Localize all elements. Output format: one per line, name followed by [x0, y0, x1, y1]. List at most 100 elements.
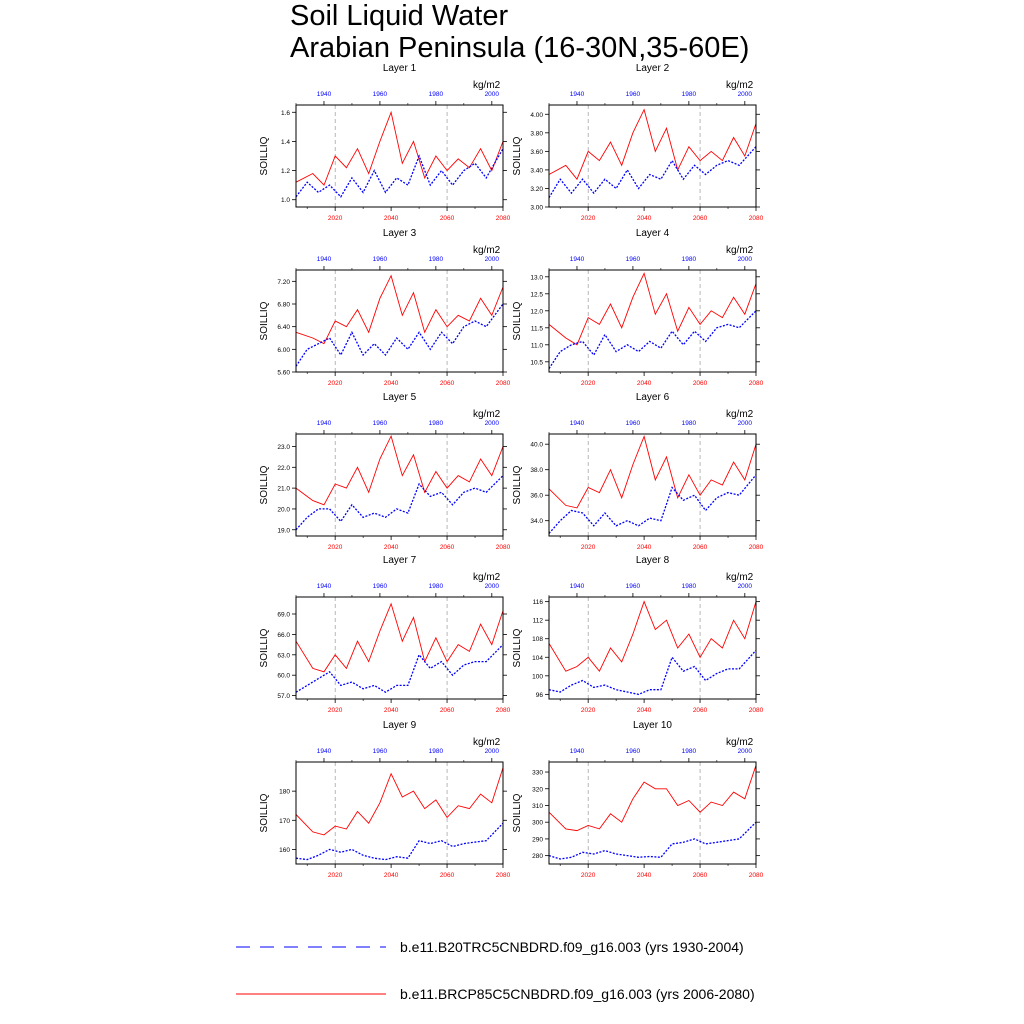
chart-panel-layer-9: Layer 9 kg/m2 SOILLIQ 160 170 180 2020 2040 2060… — [259, 720, 511, 879]
y-tick-label: 4.00 — [530, 112, 543, 119]
series-line-historical — [548, 474, 757, 534]
plot-frame — [295, 596, 504, 700]
x-tick-label-bottom: 2060 — [693, 707, 708, 714]
panel-title: Layer 10 — [633, 720, 672, 731]
x-tick-label-top: 1980 — [682, 583, 697, 590]
x-tick-label-top: 2000 — [738, 583, 753, 590]
y-tick-label: 280 — [532, 853, 543, 860]
x-tick-label-bottom: 2020 — [581, 707, 596, 714]
x-tick-label-top: 1960 — [626, 420, 641, 427]
chart-panel-layer-4: Layer 4 kg/m2 SOILLIQ 10.5 11.0 11.5 12.0 12.5 1… — [512, 228, 764, 387]
panel-title: Layer 3 — [383, 228, 417, 239]
y-tick-label: 69.0 — [277, 612, 290, 619]
chart-panels: Layer 1 kg/m2 SOILLIQ 1.0 1.2 1.4 1.6 2020 2040 2… — [259, 63, 764, 879]
plot-frame — [548, 596, 757, 700]
y-tick-label: 23.0 — [277, 444, 290, 451]
y-tick-label: 290 — [532, 836, 543, 843]
series-line-future — [548, 272, 757, 346]
y-axis-label: SOILLIQ — [512, 793, 523, 832]
series-line-historical — [295, 148, 504, 198]
units-label: kg/m2 — [473, 245, 501, 256]
legend-item-future: b.e11.BRCP85C5CNBDRD.f09_g16.003 (yrs 20… — [236, 984, 796, 1008]
x-tick-label-bottom: 2040 — [637, 544, 652, 551]
y-tick-label: 3.20 — [530, 186, 543, 193]
y-tick-label: 300 — [532, 820, 543, 827]
chart-panel-layer-6: Layer 6 kg/m2 SOILLIQ 34.0 36.0 38.0 40.0 2020 2… — [512, 392, 764, 551]
y-tick-label: 13.0 — [530, 274, 543, 281]
series-line-historical — [295, 475, 504, 531]
x-tick-label-bottom: 2060 — [440, 215, 455, 222]
plot-frame — [295, 433, 504, 537]
panel-title: Layer 6 — [636, 392, 670, 403]
y-tick-label: 1.4 — [281, 139, 290, 146]
x-tick-label-bottom: 2060 — [440, 544, 455, 551]
y-tick-label: 66.0 — [277, 632, 290, 639]
y-tick-label: 5.60 — [277, 370, 290, 377]
x-tick-label-top: 1940 — [317, 583, 332, 590]
y-tick-label: 6.00 — [277, 347, 290, 354]
legend-swatch-historical — [236, 946, 386, 948]
units-label: kg/m2 — [726, 80, 754, 91]
x-tick-label-bottom: 2060 — [440, 380, 455, 387]
x-tick-label-top: 1960 — [626, 583, 641, 590]
y-tick-label: 6.40 — [277, 324, 290, 331]
y-tick-label: 10.5 — [530, 359, 543, 366]
x-tick-label-bottom: 2020 — [328, 380, 343, 387]
chart-panel-layer-7: Layer 7 kg/m2 SOILLIQ 57.0 60.0 63.0 66.0 69.0 2… — [259, 555, 511, 714]
units-label: kg/m2 — [473, 80, 501, 91]
series-line-future — [295, 767, 504, 836]
y-axis-label: SOILLIQ — [259, 465, 270, 504]
y-tick-label: 63.0 — [277, 652, 290, 659]
panel-title: Layer 2 — [636, 63, 670, 74]
chart-panel-layer-10: Layer 10 kg/m2 SOILLIQ 280 290 300 310 320 330 20… — [512, 720, 764, 879]
chart-panel-layer-2: Layer 2 kg/m2 SOILLIQ 3.00 3.20 3.40 3.60 3.80 4… — [512, 63, 764, 222]
x-tick-label-top: 2000 — [738, 420, 753, 427]
series-line-historical — [295, 644, 504, 693]
x-tick-label-bottom: 2020 — [581, 215, 596, 222]
series-line-historical — [295, 303, 504, 367]
x-tick-label-top: 2000 — [738, 91, 753, 98]
y-axis-label: SOILLIQ — [512, 301, 523, 340]
y-tick-label: 180 — [279, 789, 290, 796]
x-tick-label-bottom: 2040 — [637, 215, 652, 222]
y-tick-label: 40.0 — [530, 442, 543, 449]
units-label: kg/m2 — [726, 737, 754, 748]
x-tick-label-top: 1940 — [570, 256, 585, 263]
y-axis-label: SOILLIQ — [259, 136, 270, 175]
series-line-historical — [548, 649, 757, 696]
x-tick-label-bottom: 2080 — [749, 872, 764, 879]
x-tick-label-bottom: 2060 — [440, 872, 455, 879]
series-line-future — [295, 434, 504, 506]
x-tick-label-top: 2000 — [485, 583, 500, 590]
x-tick-label-bottom: 2060 — [693, 544, 708, 551]
chart-panel-layer-5: Layer 5 kg/m2 SOILLIQ 19.0 20.0 21.0 22.0 23.0 2… — [259, 392, 511, 551]
series-line-future — [548, 600, 757, 673]
y-tick-label: 330 — [532, 770, 543, 777]
plot-frame — [295, 269, 504, 373]
x-tick-label-bottom: 2080 — [496, 707, 511, 714]
x-tick-label-top: 1980 — [429, 420, 444, 427]
plot-frame — [548, 269, 757, 373]
plot-frame — [295, 761, 504, 865]
x-tick-label-top: 1940 — [317, 420, 332, 427]
y-tick-label: 11.0 — [531, 342, 544, 349]
x-tick-label-bottom: 2020 — [328, 215, 343, 222]
y-tick-label: 12.5 — [530, 291, 543, 298]
x-tick-label-bottom: 2080 — [749, 215, 764, 222]
x-tick-label-top: 2000 — [485, 256, 500, 263]
y-tick-label: 3.40 — [530, 167, 543, 174]
x-tick-label-top: 1940 — [570, 420, 585, 427]
x-tick-label-top: 2000 — [485, 420, 500, 427]
y-axis-label: SOILLIQ — [512, 628, 523, 667]
x-tick-label-top: 1960 — [373, 748, 388, 755]
x-tick-label-top: 1940 — [317, 748, 332, 755]
y-tick-label: 11.5 — [531, 325, 544, 332]
x-tick-label-bottom: 2060 — [693, 380, 708, 387]
y-tick-label: 96 — [536, 692, 544, 699]
series-line-future — [548, 108, 757, 181]
x-tick-label-bottom: 2020 — [581, 380, 596, 387]
x-tick-label-bottom: 2060 — [693, 872, 708, 879]
chart-panel-layer-1: Layer 1 kg/m2 SOILLIQ 1.0 1.2 1.4 1.6 2020 2040 2… — [259, 63, 511, 222]
x-tick-label-top: 1960 — [373, 91, 388, 98]
x-tick-label-bottom: 2020 — [581, 872, 596, 879]
